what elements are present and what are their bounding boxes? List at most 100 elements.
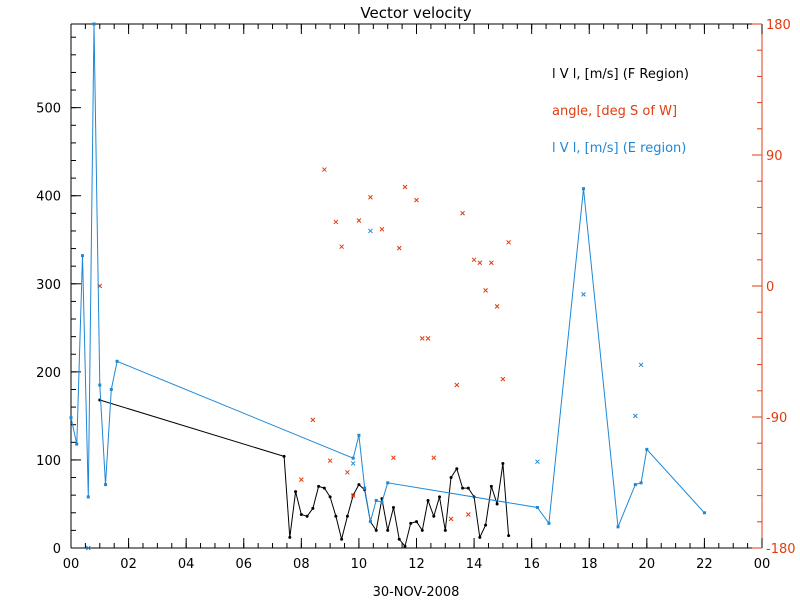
legend-entry-e_region: l V l, [m/s] (E region) <box>552 141 686 156</box>
x-tick-label: 00 <box>754 557 771 572</box>
chart-title: Vector velocity <box>360 4 471 22</box>
data-point-f_region <box>438 495 442 499</box>
data-point-f_region <box>507 534 511 538</box>
data-point-e_region <box>632 413 638 419</box>
data-point-f_region <box>501 461 505 465</box>
data-point-e_region <box>115 359 119 363</box>
data-point-f_region <box>305 514 309 518</box>
data-point-e_region <box>92 22 96 26</box>
data-point-e_region <box>535 459 540 465</box>
data-point-angle <box>327 458 333 464</box>
data-point-f_region <box>478 535 482 539</box>
data-point-f_region <box>415 520 418 524</box>
data-point-f_region <box>409 521 413 525</box>
y2-tick-label: 90 <box>766 149 783 164</box>
y-tick-label: 400 <box>36 190 61 205</box>
data-point-f_region <box>403 544 407 548</box>
data-point-f_region <box>432 514 436 518</box>
data-point-f_region <box>426 498 430 502</box>
data-point-angle <box>333 219 339 225</box>
axis-ticks: 00 02 04 06 08 10 12 14 16 18 20 22 0001002003004005… <box>36 18 795 572</box>
x-tick-label: 02 <box>120 557 137 572</box>
legend: l V l, [m/s] (F Region) angle, [deg S of … <box>552 67 689 156</box>
data-point-e_region <box>616 525 620 529</box>
data-point-angle <box>448 516 454 522</box>
data-point-angle <box>460 210 465 216</box>
data-point-angle <box>500 376 506 382</box>
legend-entry-f_region: l V l, [m/s] (F Region) <box>552 67 689 82</box>
data-point-angle <box>483 288 488 293</box>
data-point-f_region <box>420 528 424 532</box>
data-point-e_region <box>380 500 384 504</box>
data-point-e_region <box>535 505 539 509</box>
data-point-f_region <box>397 537 401 541</box>
data-point-e_region <box>645 447 649 451</box>
series-line-f_region <box>99 399 510 548</box>
data-point-e_region <box>363 486 367 490</box>
y2-tick-label: 0 <box>766 280 774 295</box>
data-point-f_region <box>334 514 338 518</box>
data-point-e_region <box>350 461 356 466</box>
data-point-e_region <box>86 495 90 499</box>
data-point-angle <box>310 417 316 423</box>
x-tick-label: 22 <box>696 557 713 572</box>
data-point-e_region <box>386 481 390 485</box>
data-point-angle <box>391 455 396 461</box>
y2-tick-label: -90 <box>766 411 787 426</box>
data-point-e_region <box>351 456 355 460</box>
data-point-e_region <box>104 483 108 487</box>
data-point-f_region <box>466 486 470 490</box>
data-point-f_region <box>317 484 321 488</box>
legend-entry-angle: angle, [deg S of W] <box>552 104 677 119</box>
data-point-e_region <box>374 498 378 502</box>
series-angle-points <box>97 167 511 522</box>
data-point-e_region <box>85 545 91 551</box>
plot-frame <box>70 23 763 549</box>
data-point-e_region <box>702 511 706 515</box>
data-point-angle <box>350 493 356 498</box>
x-tick-label: 04 <box>178 557 195 572</box>
x-tick-label: 10 <box>351 557 368 572</box>
data-point-e_region <box>581 292 586 297</box>
series-line-e_region <box>70 23 705 528</box>
x-tick-label: 20 <box>639 557 656 572</box>
data-point-e_region <box>81 254 85 258</box>
data-point-f_region <box>322 486 326 490</box>
data-point-angle <box>298 477 304 482</box>
data-point-angle <box>506 239 511 245</box>
x-tick-label: 16 <box>523 557 540 572</box>
data-point-angle <box>494 304 500 309</box>
x-axis-label: 30-NOV-2008 <box>373 585 460 600</box>
data-point-f_region <box>311 506 315 510</box>
data-point-angle <box>322 167 327 172</box>
data-point-e_region <box>109 387 113 391</box>
data-point-e_region <box>638 362 644 368</box>
x-tick-label: 12 <box>408 557 425 572</box>
y-tick-label: 100 <box>36 454 61 469</box>
data-point-angle <box>477 260 483 266</box>
data-point-f_region <box>455 467 459 471</box>
data-point-f_region <box>374 528 378 532</box>
data-point-e_region <box>357 433 361 437</box>
y-tick-label: 200 <box>36 366 61 381</box>
data-point-f_region <box>357 483 361 487</box>
series-layer <box>69 22 706 551</box>
y-tick-label: 0 <box>53 542 61 557</box>
x-tick-label: 00 <box>63 557 80 572</box>
y2-tick-label: -180 <box>766 542 796 557</box>
data-point-angle <box>425 336 431 341</box>
data-point-f_region <box>449 476 453 480</box>
data-point-angle <box>379 226 385 232</box>
data-point-e_region <box>633 483 637 487</box>
data-point-e_region <box>69 416 73 420</box>
data-point-f_region <box>288 535 292 539</box>
data-point-e_region <box>368 520 372 524</box>
data-point-f_region <box>386 528 390 532</box>
x-tick-label: 08 <box>293 557 310 572</box>
data-point-f_region <box>345 514 349 518</box>
data-point-angle <box>339 244 344 250</box>
y2-tick-label: 180 <box>766 18 791 33</box>
series-f_region-line <box>98 398 511 548</box>
data-point-angle <box>419 336 425 341</box>
